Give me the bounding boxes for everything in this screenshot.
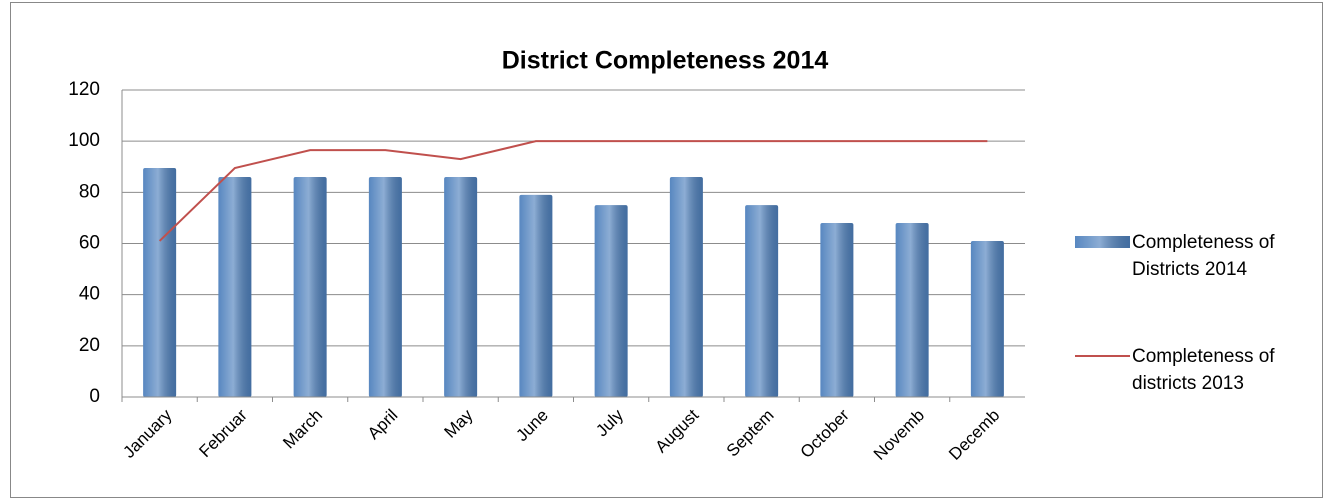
y-tick-label: 0 [89, 386, 100, 407]
legend-label: Completeness of districts 2013 [1132, 346, 1275, 394]
y-tick-label: 60 [79, 233, 100, 254]
bar [970, 240, 1004, 397]
y-tick-label: 40 [79, 284, 100, 305]
bar [895, 223, 929, 397]
y-tick-label: 120 [68, 79, 100, 100]
bar [143, 168, 177, 397]
y-tick-label: 100 [68, 130, 100, 151]
legend-swatch-shine [1075, 236, 1130, 248]
chart-border [10, 2, 1323, 498]
legend-label: Completeness of Districts 2014 [1132, 232, 1275, 280]
bar [293, 176, 327, 397]
bar [368, 176, 402, 397]
bar [594, 205, 628, 397]
line [158, 140, 988, 242]
bar [745, 205, 779, 397]
bar [820, 223, 854, 397]
y-tick-label: 80 [79, 181, 100, 202]
bar [444, 176, 478, 397]
bar [519, 194, 553, 397]
y-tick-label: 20 [79, 335, 100, 356]
bar [218, 176, 252, 397]
chart-title: District Completeness 2014 [502, 47, 829, 75]
bar [669, 176, 703, 397]
